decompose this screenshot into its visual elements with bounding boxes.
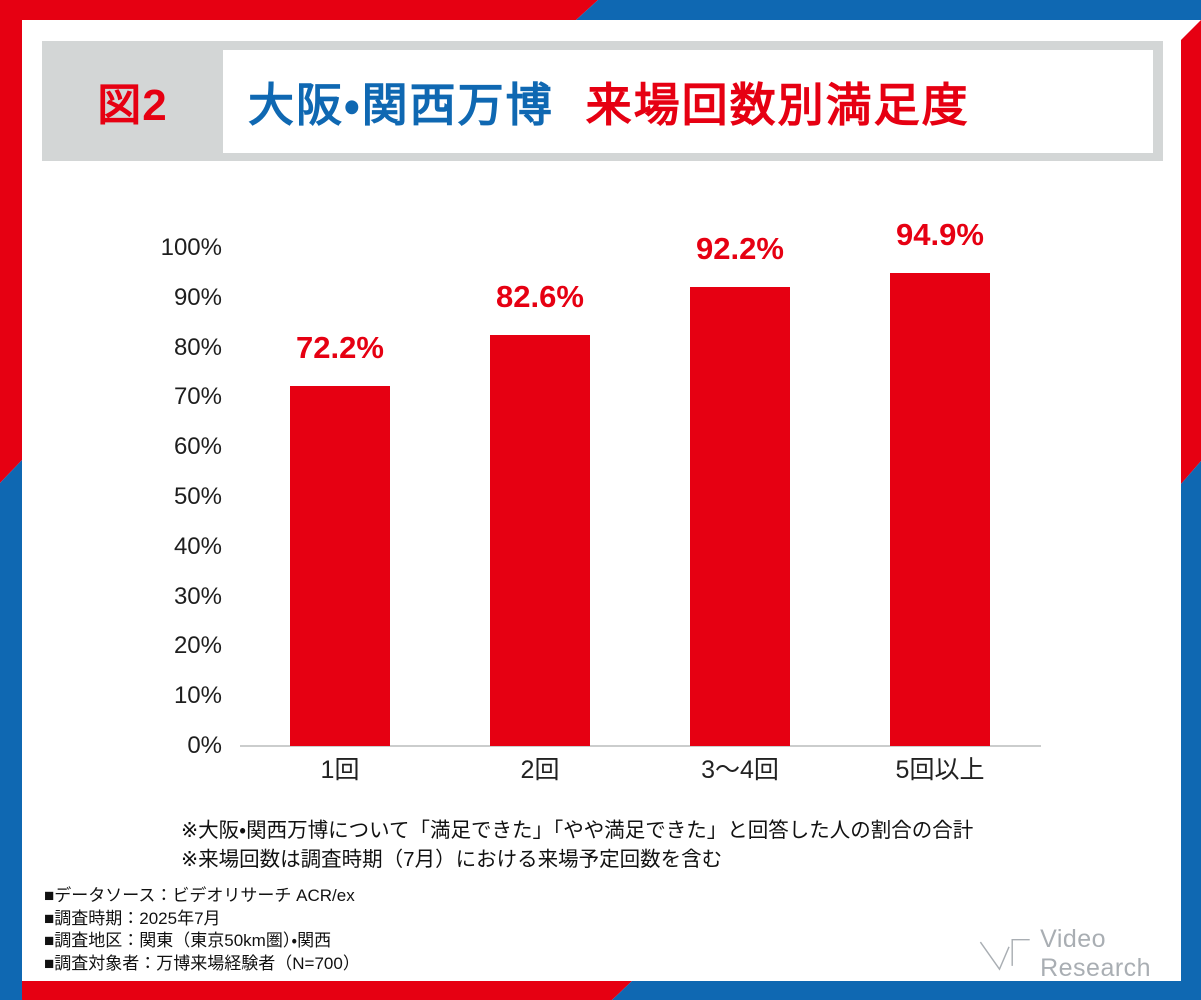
- x-axis-category-label: 5回以上: [895, 756, 985, 784]
- video-research-logo: Video Research: [978, 925, 1201, 983]
- x-axis-baseline: [240, 745, 1041, 747]
- bar-1回: [290, 386, 390, 746]
- x-axis-category-label: 1回: [320, 756, 360, 784]
- frame-left-blue: [0, 460, 22, 1000]
- y-axis-tick-label: 60%: [173, 433, 222, 461]
- header-band: 図2 大阪・関西万博 来場回数別満足度: [42, 41, 1163, 161]
- y-axis-tick-label: 100%: [160, 234, 222, 261]
- vr-logo-mark-icon: [979, 938, 1030, 971]
- y-axis-tick-label: 0%: [187, 732, 222, 759]
- footnote-line: ※大阪・関西万博について「満足できた」「やや満足できた」と回答した人の割合の合計: [181, 819, 974, 842]
- y-axis-tick-label: 20%: [173, 632, 222, 660]
- y-axis-tick-label: 50%: [173, 483, 222, 510]
- bar-5回以上: [890, 273, 990, 746]
- frame-top-blue: [576, 0, 1201, 20]
- chart-footnotes: ※大阪・関西万博について「満足できた」「やや満足できた」と回答した人の割合の合計…: [181, 816, 973, 874]
- page-title-expo: 大阪・関西万博: [248, 78, 554, 131]
- source-line-respondents: ■調査対象者：万博来場経験者（N=700）: [44, 953, 360, 973]
- frame-right-red: [1181, 20, 1201, 484]
- figure-number-label: 図2: [97, 81, 168, 130]
- bar-3～4回: [690, 286, 790, 746]
- frame-bottom-red: [22, 981, 632, 1000]
- frame-right-blue: [1181, 461, 1201, 1000]
- source-line-period: ■調査時期：2025年7月: [44, 908, 221, 928]
- y-axis-tick-label: 10%: [173, 682, 222, 710]
- x-axis-category-label: 3～4回: [701, 756, 779, 784]
- footnote-line: ※来場回数は調査時期（7月）における来場予定回数を含む: [181, 848, 723, 871]
- page-title-subject: 来場回数別満足度: [585, 78, 970, 131]
- bar-value-label: 82.6%: [496, 278, 584, 314]
- logo-wordmark: Video Research: [1040, 925, 1152, 982]
- y-axis-tick-label: 30%: [173, 582, 222, 610]
- bar-value-label: 92.2%: [696, 230, 784, 266]
- y-axis-tick-label: 70%: [173, 383, 222, 411]
- bar-2回: [490, 334, 590, 746]
- y-axis-tick-label: 90%: [173, 283, 222, 311]
- source-info: ■データソース：ビデオリサーチ ACR/ex ■調査時期：2025年7月 ■調査…: [44, 885, 360, 975]
- source-line-datasource: ■データソース：ビデオリサーチ ACR/ex: [44, 886, 355, 905]
- bar-value-label: 72.2%: [296, 330, 384, 366]
- title-box: 大阪・関西万博 来場回数別満足度: [223, 50, 1153, 153]
- y-axis-tick-label: 40%: [173, 532, 222, 560]
- bar-value-label: 94.9%: [896, 217, 984, 253]
- frame-bottom-blue: [612, 981, 1201, 1000]
- x-axis-category-label: 2回: [520, 756, 560, 784]
- y-axis-tick-label: 80%: [173, 333, 222, 361]
- source-line-area: ■調査地区：関東（東京50km圏）・関西: [44, 931, 332, 950]
